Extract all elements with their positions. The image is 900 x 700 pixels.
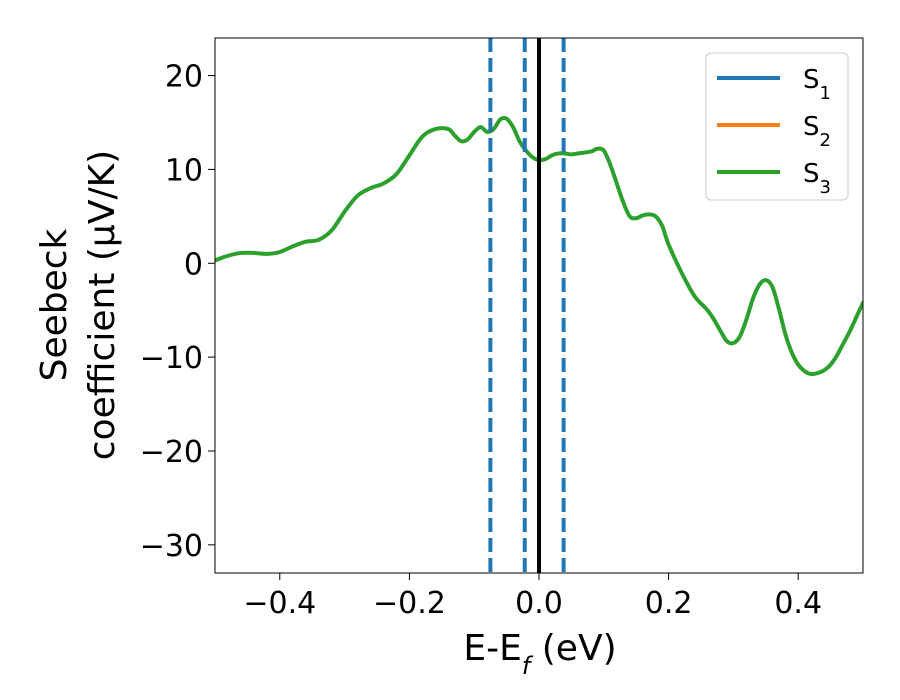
reference-lines	[488, 38, 566, 573]
y-tick-label: 0	[184, 247, 203, 282]
y-tick-label: −30	[140, 529, 203, 564]
legend: S1 S2 S3	[705, 52, 849, 201]
legend-label-2: S2	[803, 112, 831, 151]
y-tick-label: 10	[165, 153, 203, 188]
x-tick-label: 0.0	[515, 586, 563, 621]
x-tick-label: 0.4	[774, 586, 822, 621]
legend-label-3: S3	[803, 159, 831, 198]
x-tick-label: −0.4	[243, 586, 316, 621]
series-layer	[215, 116, 863, 377]
x-axis-ticks: −0.4 −0.2 0.0 0.2 0.4	[243, 573, 822, 621]
series-line-0	[215, 116, 863, 377]
y-axis-label-line2: coefficient (μV/K)	[82, 150, 123, 460]
y-tick-label: 20	[165, 60, 203, 95]
x-tick-label: 0.2	[645, 586, 693, 621]
legend-label-1: S1	[803, 65, 831, 104]
x-axis-label: E-Ef (eV)	[463, 628, 616, 680]
y-tick-label: −20	[140, 435, 203, 470]
y-axis-label-line1: Seebeck	[34, 228, 75, 381]
x-tick-label: −0.2	[373, 586, 446, 621]
y-axis-ticks: −30 −20 −10 0 10 20	[140, 60, 215, 564]
y-tick-label: −10	[140, 341, 203, 376]
